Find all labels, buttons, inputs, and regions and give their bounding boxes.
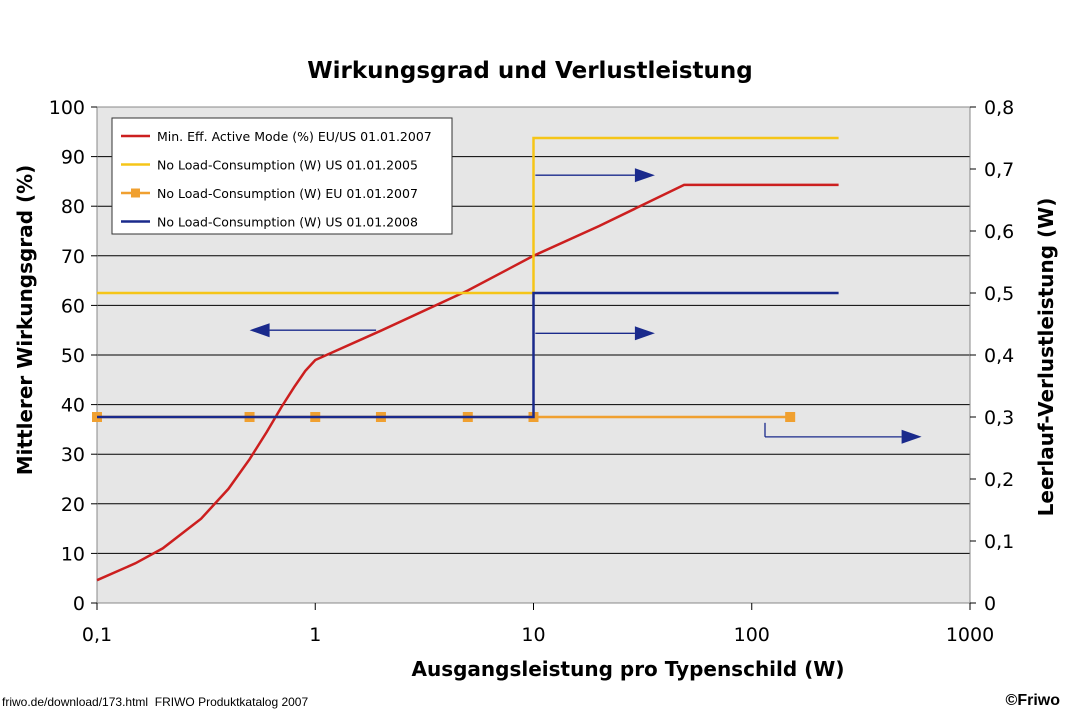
source-note: friwo.de/download/173.html FRIWO Produkt…: [2, 695, 309, 709]
x-tick-label: 0,1: [82, 624, 112, 646]
y-left-tick-label: 100: [49, 97, 85, 119]
legend-box: [111, 117, 453, 235]
series-line: [97, 136, 839, 295]
annotation-arrow-head: [901, 429, 922, 444]
y-right-tick-label: 0,5: [984, 283, 1014, 305]
y-left-tick-label: 20: [61, 494, 85, 516]
y-left-tick-label: 60: [61, 295, 85, 317]
y-right-tick-label: 0,1: [984, 531, 1014, 553]
series-marker: [785, 412, 796, 422]
y-axis-left-label: Mittlerer Wirkungsgrad (%): [13, 165, 37, 476]
x-axis-label: Ausgangsleistung pro Typenschild (W): [411, 657, 844, 681]
y-left-tick-label: 50: [61, 345, 85, 367]
annotation-arrow-head: [634, 326, 655, 341]
y-left-tick-label: 0: [73, 593, 85, 615]
copyright-note: ©Friwo: [1005, 692, 1060, 709]
y-left-tick-label: 80: [61, 196, 85, 218]
annotation-arrow-head: [249, 323, 270, 338]
y-left-tick-label: 30: [61, 444, 85, 466]
efficiency-chart: 010203040506070809010000,10,20,30,40,50,…: [13, 58, 1058, 681]
x-tick-label: 10: [521, 624, 545, 646]
y-right-tick-label: 0,2: [984, 469, 1014, 491]
legend-marker: [131, 188, 140, 198]
y-left-tick-label: 10: [61, 543, 85, 565]
annotation-arrow-head: [634, 168, 655, 183]
legend: Min. Eff. Active Mode (%) EU/US 01.01.20…: [111, 117, 453, 235]
chart-title: Wirkungsgrad und Verlustleistung: [307, 58, 753, 84]
y-left-tick-label: 90: [61, 147, 85, 169]
y-right-tick-label: 0,7: [984, 159, 1014, 181]
y-right-tick-label: 0,8: [984, 97, 1014, 119]
x-tick-label: 1000: [946, 624, 994, 646]
y-right-tick-label: 0: [984, 593, 996, 615]
series-line: [97, 291, 839, 419]
y-left-tick-label: 40: [61, 395, 85, 417]
legend-label: No Load-Consumption (W) US 01.01.2008: [157, 215, 418, 230]
y-right-tick-label: 0,3: [984, 407, 1014, 429]
legend-label: Min. Eff. Active Mode (%) EU/US 01.01.20…: [157, 129, 432, 144]
series-line: [96, 183, 839, 582]
legend-label: No Load-Consumption (W) US 01.01.2005: [157, 158, 418, 173]
y-axis-right-label: Leerlauf-Verlustleistung (W): [1034, 198, 1058, 517]
x-tick-label: 1: [309, 624, 321, 646]
y-right-tick-label: 0,4: [984, 345, 1014, 367]
legend-label: No Load-Consumption (W) EU 01.01.2007: [157, 186, 418, 201]
x-tick-label: 100: [734, 624, 770, 646]
y-right-tick-label: 0,6: [984, 221, 1014, 243]
y-left-tick-label: 70: [61, 246, 85, 268]
